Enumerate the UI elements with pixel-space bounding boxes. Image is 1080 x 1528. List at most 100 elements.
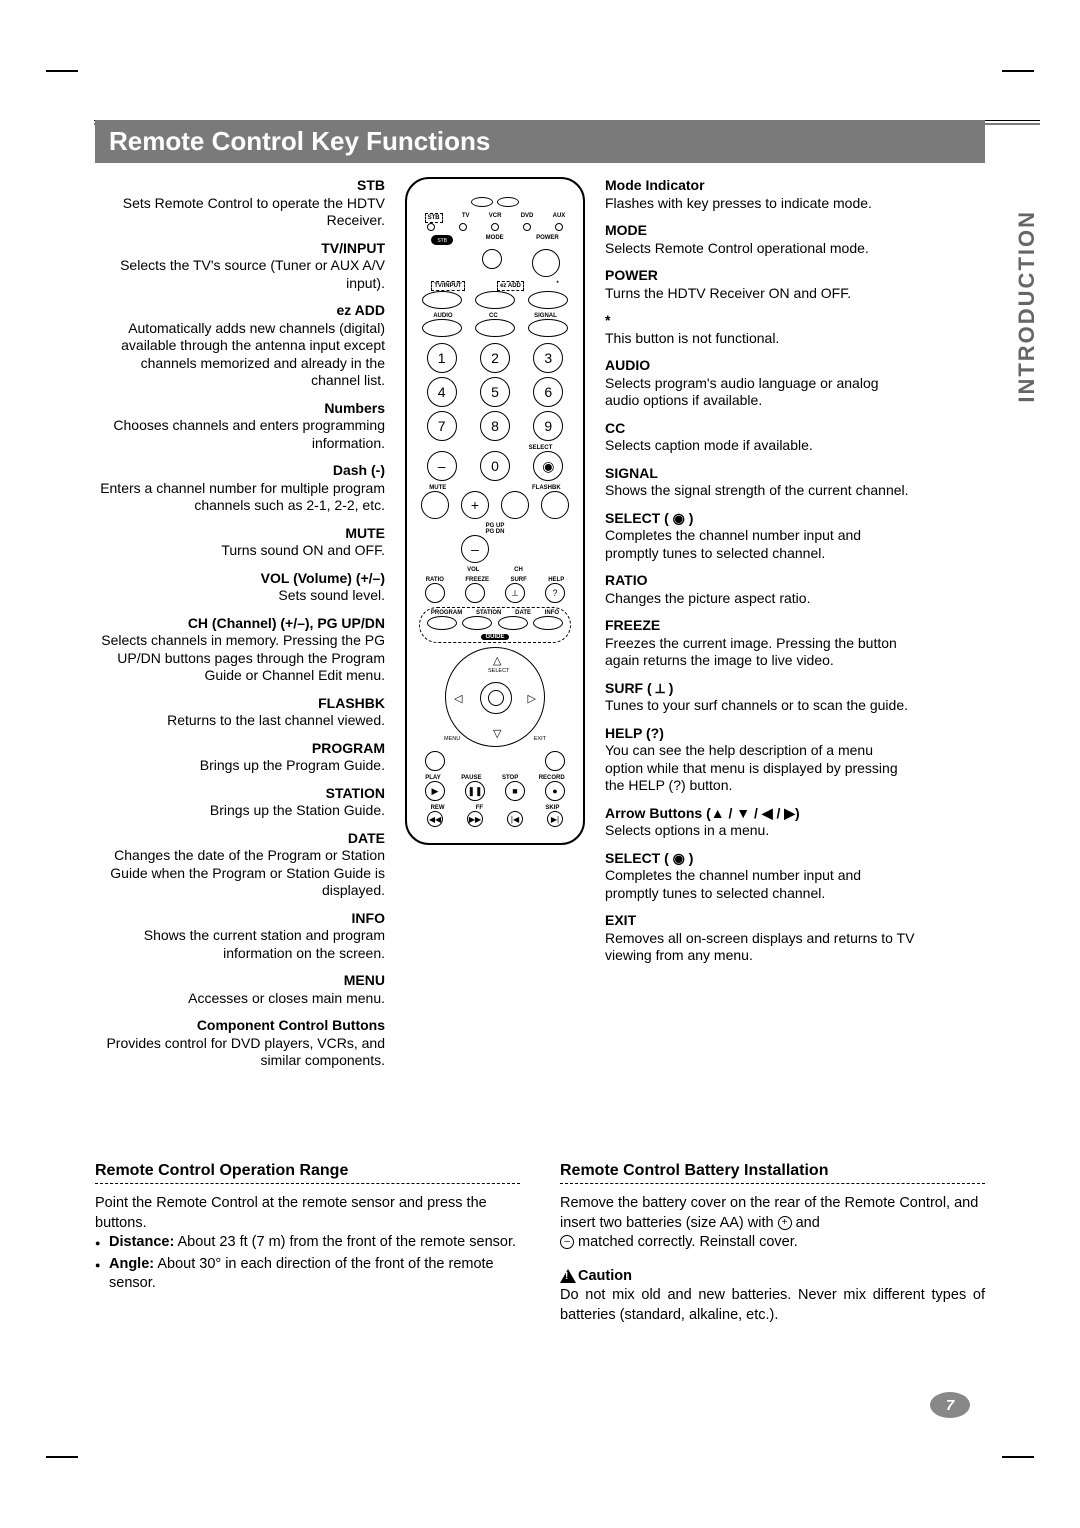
page-number: 7 [930, 1392, 970, 1418]
callout-desc: This button is not functional. [605, 330, 915, 348]
callout-item: MUTETurns sound ON and OFF. [95, 525, 385, 560]
callout-label: Arrow Buttons (▲ / ▼ / ◀ / ▶) [605, 805, 915, 823]
callout-desc: Selects options in a menu. [605, 822, 915, 840]
callout-desc: Automatically adds new channels (digital… [95, 320, 385, 390]
callout-label: SURF ( ⟂ ) [605, 680, 915, 698]
callout-label: EXIT [605, 912, 915, 930]
battery-text: Remove the battery cover on the rear of … [560, 1194, 985, 1253]
section-heading: Remote Control Battery Installation [560, 1160, 985, 1185]
callout-label: * [605, 312, 915, 330]
callout-item: MENUAccesses or closes main menu. [95, 972, 385, 1007]
callout-item: RATIOChanges the picture aspect ratio. [605, 572, 915, 607]
callout-item: Dash (-)Enters a channel number for mult… [95, 462, 385, 515]
callout-desc: Returns to the last channel viewed. [95, 712, 385, 730]
callout-label: MUTE [95, 525, 385, 543]
crop-mark [1002, 70, 1034, 72]
callout-label: PROGRAM [95, 740, 385, 758]
callout-desc: You can see the help description of a me… [605, 742, 915, 795]
callout-item: ez ADDAutomatically adds new channels (d… [95, 302, 385, 390]
callout-label: INFO [95, 910, 385, 928]
callout-item: PROGRAMBrings up the Program Guide. [95, 740, 385, 775]
callout-item: AUDIOSelects program's audio language or… [605, 357, 915, 410]
callout-label: RATIO [605, 572, 915, 590]
callout-label: MODE [605, 222, 915, 240]
callout-desc: Turns sound ON and OFF. [95, 542, 385, 560]
callout-item: INFOShows the current station and progra… [95, 910, 385, 963]
callout-item: STATIONBrings up the Station Guide. [95, 785, 385, 820]
callout-item: FREEZEFreezes the current image. Pressin… [605, 617, 915, 670]
callout-item: STBSets Remote Control to operate the HD… [95, 177, 385, 230]
callout-desc: Selects channels in memory. Pressing the… [95, 632, 385, 685]
callout-item: DATEChanges the date of the Program or S… [95, 830, 385, 900]
callout-item: EXITRemoves all on-screen displays and r… [605, 912, 915, 965]
battery-section: Remote Control Battery Installation Remo… [560, 1160, 985, 1326]
callout-item: CCSelects caption mode if available. [605, 420, 915, 455]
section-heading: Remote Control Operation Range [95, 1160, 520, 1185]
callout-item: CH (Channel) (+/–), PG UP/DNSelects chan… [95, 615, 385, 685]
callout-desc: Turns the HDTV Receiver ON and OFF. [605, 285, 915, 303]
callout-desc: Provides control for DVD players, VCRs, … [95, 1035, 385, 1070]
callout-item: Component Control ButtonsProvides contro… [95, 1017, 385, 1070]
remote-diagram: STBTVVCRDVDAUX STBMODEPOWER TV/INPUTez A… [395, 177, 595, 1080]
caution-text: Do not mix old and new batteries. Never … [560, 1286, 985, 1325]
callout-label: FREEZE [605, 617, 915, 635]
callout-desc: Completes the channel number input and p… [605, 867, 915, 902]
operation-range-section: Remote Control Operation Range Point the… [95, 1160, 520, 1326]
section-tab: INTRODUCTION [1014, 210, 1040, 403]
plus-icon: + [778, 1216, 792, 1230]
callout-item: MODESelects Remote Control operational m… [605, 222, 915, 257]
callout-item: FLASHBKReturns to the last channel viewe… [95, 695, 385, 730]
right-callouts: Mode IndicatorFlashes with key presses t… [605, 177, 915, 1080]
callout-label: CC [605, 420, 915, 438]
caution-icon [560, 1269, 576, 1283]
callout-desc: Shows the signal strength of the current… [605, 482, 915, 500]
crop-mark [46, 1456, 78, 1458]
callout-label: CH (Channel) (+/–), PG UP/DN [95, 615, 385, 633]
callout-desc: Freezes the current image. Pressing the … [605, 635, 915, 670]
callout-desc: Selects caption mode if available. [605, 437, 915, 455]
callout-item: Arrow Buttons (▲ / ▼ / ◀ / ▶)Selects opt… [605, 805, 915, 840]
callout-label: SELECT ( ◉ ) [605, 850, 915, 868]
callout-desc: Accesses or closes main menu. [95, 990, 385, 1008]
callout-desc: Changes the date of the Program or Stati… [95, 847, 385, 900]
callout-desc: Enters a channel number for multiple pro… [95, 480, 385, 515]
caution-label: Caution [578, 1268, 632, 1284]
callout-label: SELECT ( ◉ ) [605, 510, 915, 528]
callout-label: MENU [95, 972, 385, 990]
callout-desc: Brings up the Program Guide. [95, 757, 385, 775]
callout-item: NumbersChooses channels and enters progr… [95, 400, 385, 453]
left-callouts: STBSets Remote Control to operate the HD… [95, 177, 385, 1080]
callout-label: HELP (?) [605, 725, 915, 743]
callout-item: *This button is not functional. [605, 312, 915, 347]
callout-desc: Shows the current station and program in… [95, 927, 385, 962]
callout-label: STATION [95, 785, 385, 803]
callout-label: Dash (-) [95, 462, 385, 480]
callout-desc: Selects the TV's source (Tuner or AUX A/… [95, 257, 385, 292]
callout-item: VOL (Volume) (+/–)Sets sound level. [95, 570, 385, 605]
callout-label: Numbers [95, 400, 385, 418]
callout-item: SELECT ( ◉ )Completes the channel number… [605, 850, 915, 903]
callout-item: SIGNALShows the signal strength of the c… [605, 465, 915, 500]
callout-label: TV/INPUT [95, 240, 385, 258]
callout-label: DATE [95, 830, 385, 848]
callout-label: ez ADD [95, 302, 385, 320]
callout-desc: Sets Remote Control to operate the HDTV … [95, 195, 385, 230]
callout-desc: Brings up the Station Guide. [95, 802, 385, 820]
callout-label: VOL (Volume) (+/–) [95, 570, 385, 588]
section-intro: Point the Remote Control at the remote s… [95, 1194, 520, 1233]
callout-item: HELP (?)You can see the help description… [605, 725, 915, 795]
callout-desc: Tunes to your surf channels or to scan t… [605, 697, 915, 715]
callout-desc: Sets sound level. [95, 587, 385, 605]
callout-label: STB [95, 177, 385, 195]
callout-label: FLASHBK [95, 695, 385, 713]
callout-desc: Completes the channel number input and p… [605, 527, 915, 562]
callout-label: SIGNAL [605, 465, 915, 483]
callout-desc: Flashes with key presses to indicate mod… [605, 195, 915, 213]
page-title: Remote Control Key Functions [95, 120, 985, 163]
callout-item: Mode IndicatorFlashes with key presses t… [605, 177, 915, 212]
callout-label: POWER [605, 267, 915, 285]
callout-label: Component Control Buttons [95, 1017, 385, 1035]
callout-desc: Chooses channels and enters programming … [95, 417, 385, 452]
callout-item: SURF ( ⟂ )Tunes to your surf channels or… [605, 680, 915, 715]
crop-mark [46, 70, 78, 72]
